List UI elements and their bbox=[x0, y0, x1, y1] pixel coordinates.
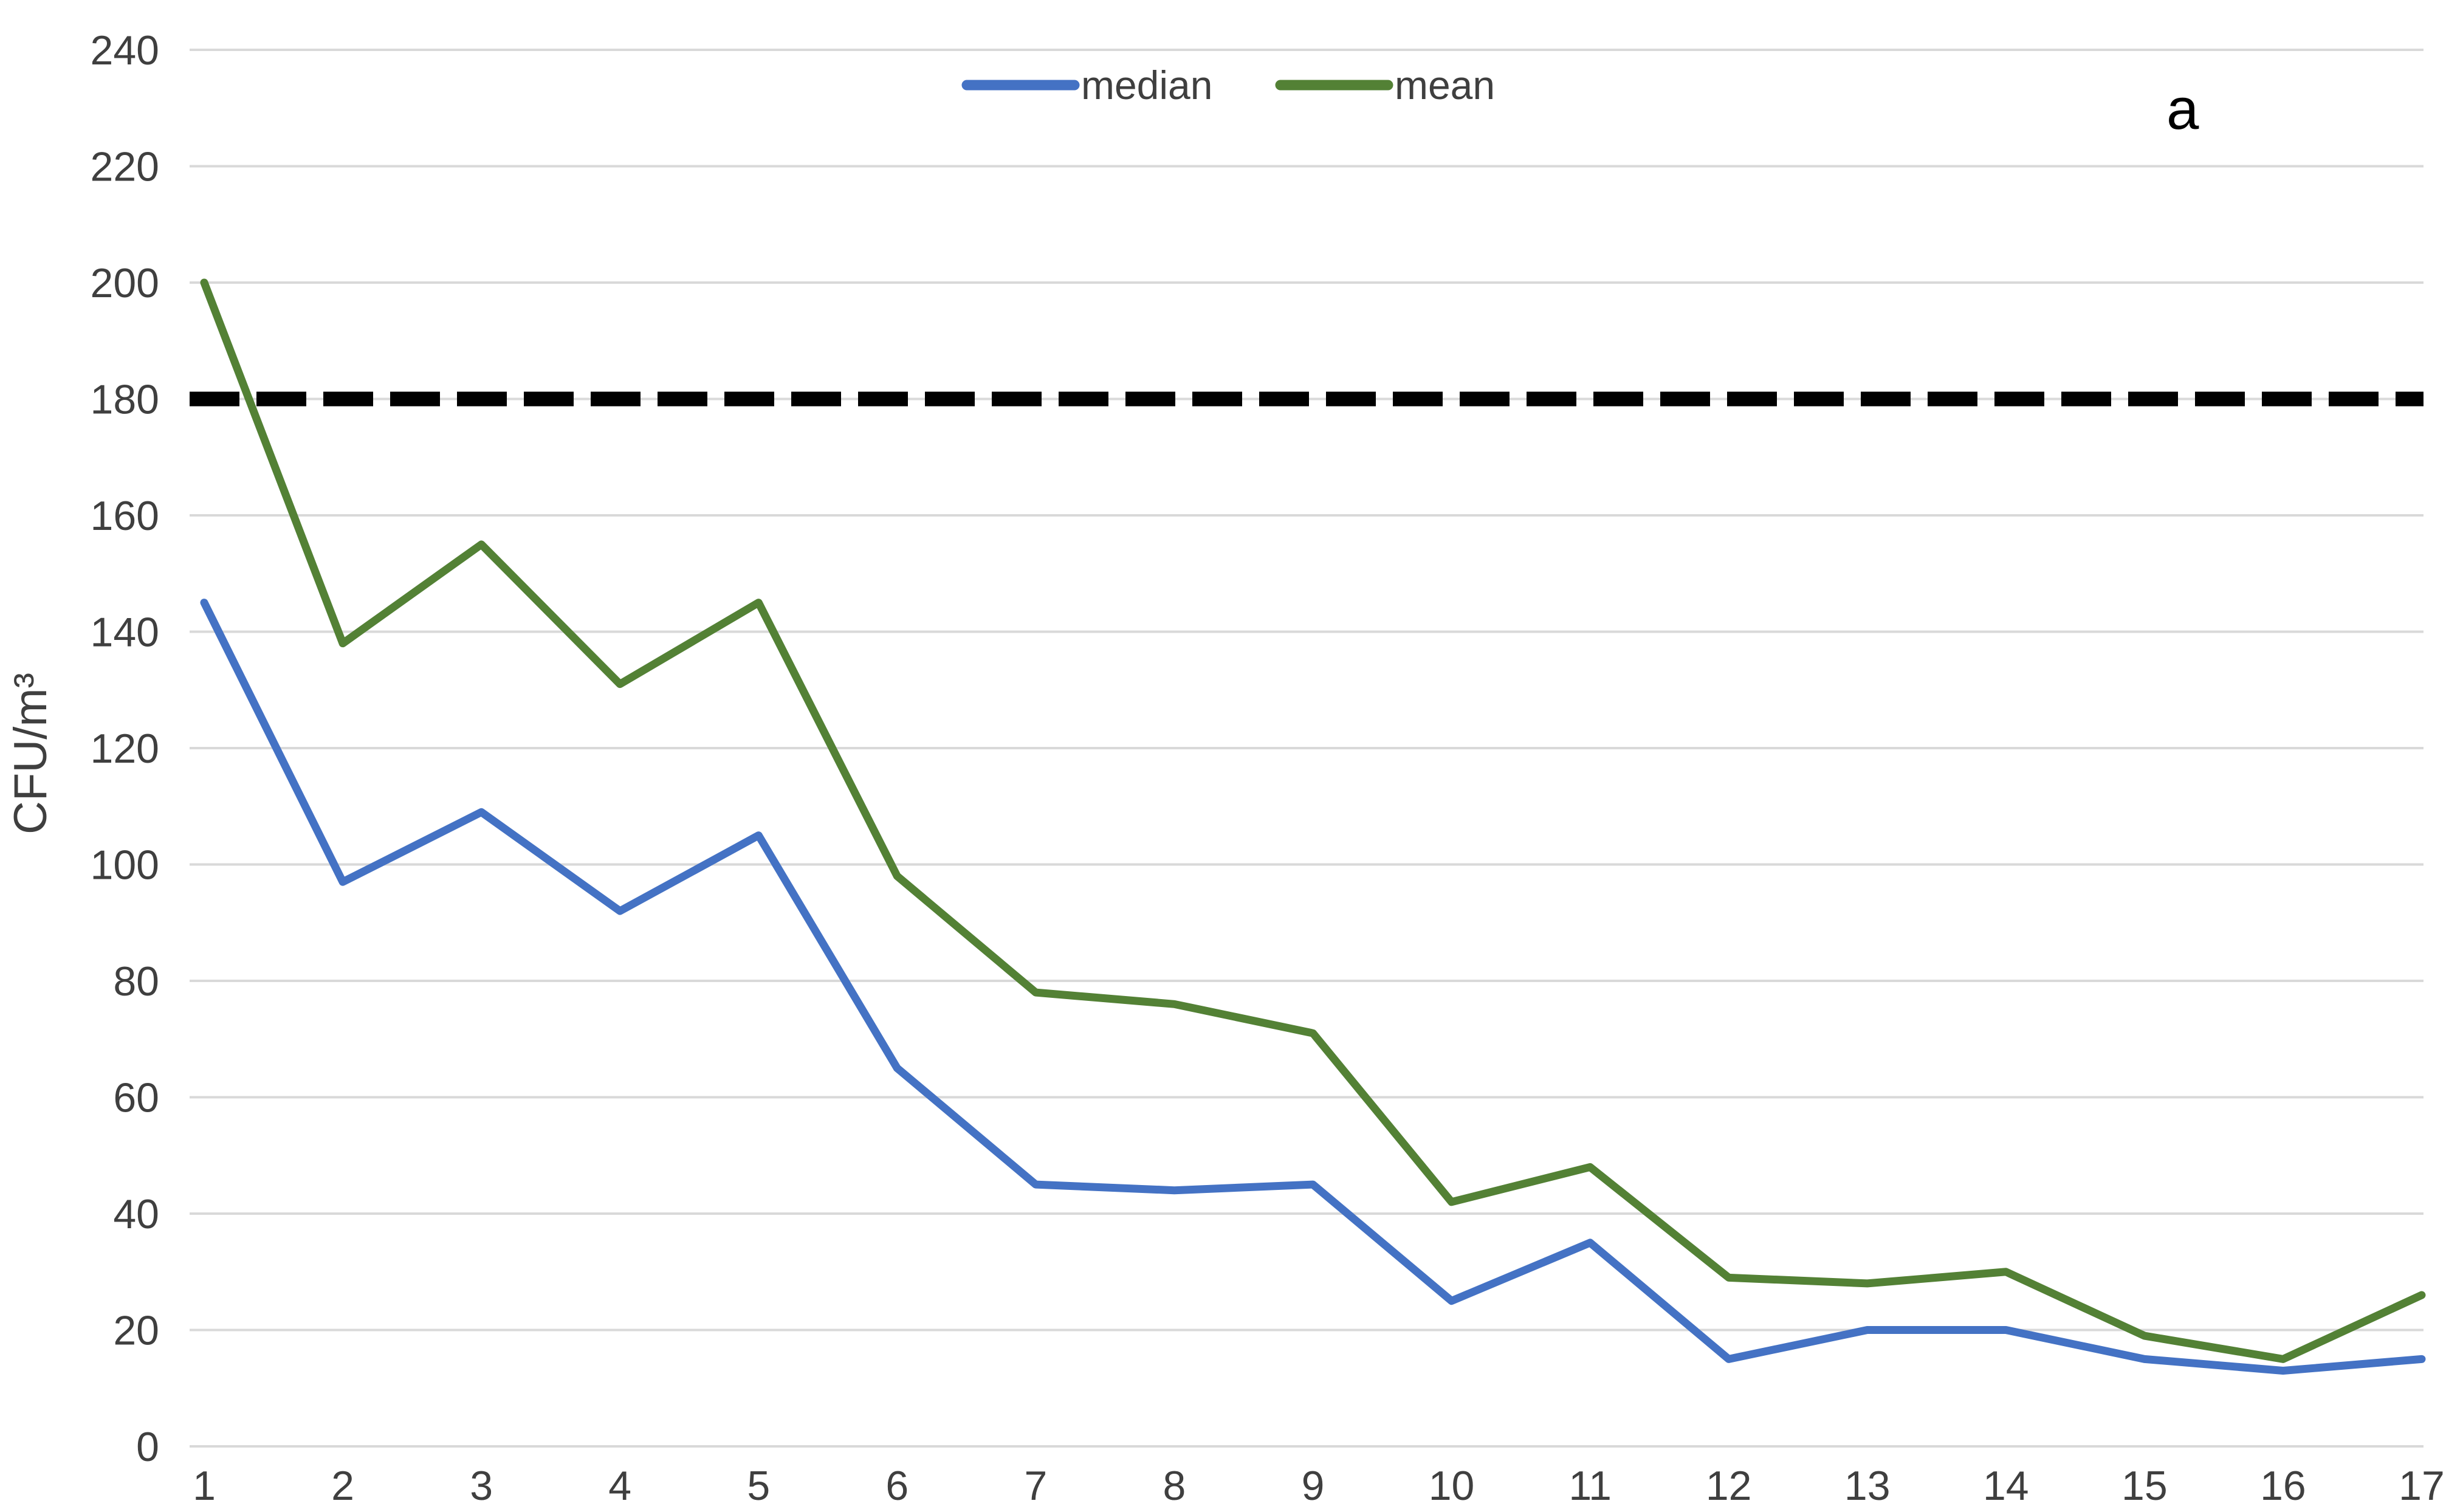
x-tick-label: 13 bbox=[1844, 1463, 1891, 1509]
x-tick-label: 14 bbox=[1983, 1463, 2029, 1509]
y-tick-label: 20 bbox=[113, 1308, 159, 1354]
x-tick-label: 2 bbox=[331, 1463, 354, 1509]
y-tick-label: 200 bbox=[91, 260, 159, 306]
y-tick-label: 80 bbox=[113, 958, 159, 1005]
x-tick-label: 17 bbox=[2399, 1463, 2445, 1509]
x-tick-label: 4 bbox=[608, 1463, 631, 1509]
x-tick-label: 7 bbox=[1024, 1463, 1047, 1509]
y-tick-label: 180 bbox=[91, 377, 159, 423]
y-tick-label: 160 bbox=[91, 493, 159, 539]
y-tick-label: 240 bbox=[91, 27, 159, 74]
x-tick-label: 6 bbox=[885, 1463, 909, 1509]
y-tick-label: 100 bbox=[91, 842, 159, 888]
median-line bbox=[200, 599, 2426, 1375]
x-tick-label: 5 bbox=[747, 1463, 770, 1509]
x-tick-label: 11 bbox=[1568, 1463, 1612, 1509]
y-tick-label: 120 bbox=[91, 726, 159, 772]
x-axis-tick-labels: 1 2 3 4 5 6 7 8 9 10 11 12 13 14 15 16 17 bbox=[193, 1463, 2445, 1509]
x-tick-label: 10 bbox=[1429, 1463, 1475, 1509]
y-tick-label: 140 bbox=[91, 610, 159, 656]
legend-label-mean: mean bbox=[1395, 63, 1495, 108]
x-tick-label: 8 bbox=[1163, 1463, 1186, 1509]
x-tick-label: 16 bbox=[2260, 1463, 2306, 1509]
gridlines bbox=[190, 49, 2423, 1448]
y-tick-label: 220 bbox=[91, 144, 159, 190]
panel-label: a bbox=[2166, 77, 2199, 142]
x-tick-label: 12 bbox=[1706, 1463, 1752, 1509]
y-tick-label: 60 bbox=[113, 1075, 159, 1121]
x-tick-label: 9 bbox=[1302, 1463, 1325, 1509]
x-tick-label: 15 bbox=[2121, 1463, 2168, 1509]
y-tick-label: 0 bbox=[136, 1424, 159, 1470]
y-axis-title: CFU/m³ bbox=[5, 673, 57, 834]
mean-line bbox=[200, 278, 2426, 1363]
x-tick-label: 1 bbox=[193, 1463, 216, 1509]
y-tick-label: 40 bbox=[113, 1191, 159, 1237]
legend: median mean bbox=[961, 63, 1495, 108]
y-axis-tick-labels: 0 20 40 60 80 100 120 140 160 180 200 220 240 bbox=[91, 27, 159, 1470]
legend-label-median: median bbox=[1081, 63, 1212, 108]
x-tick-label: 3 bbox=[470, 1463, 493, 1509]
